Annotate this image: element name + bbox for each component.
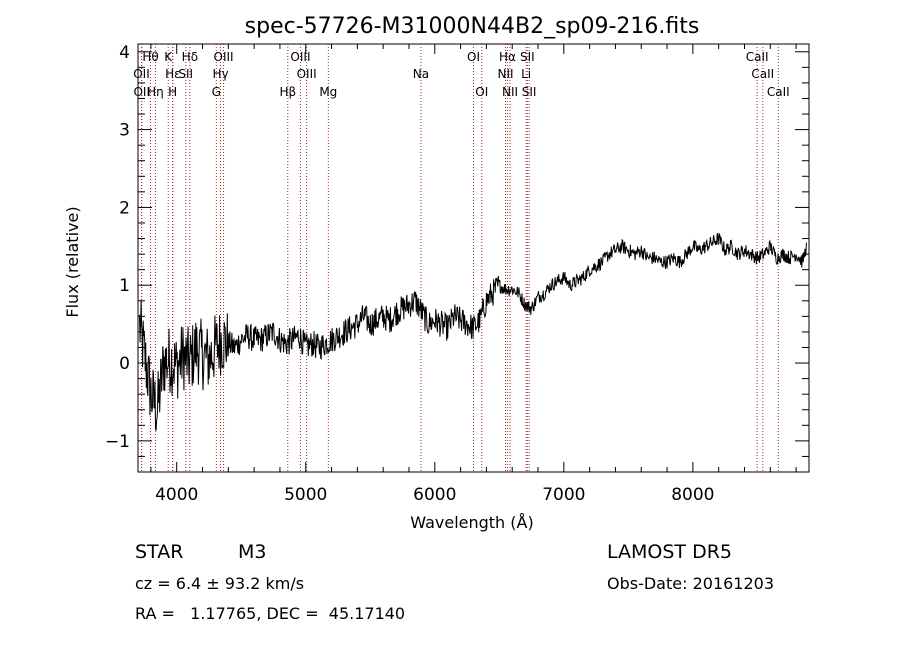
object-subclass: M3 [238,541,267,563]
spectral-line-label: Hγ [213,67,229,81]
spectral-line-label: Hη [147,85,164,99]
spectral-line-label: Mg [319,85,337,99]
redshift-cz: cz = 6.4 ± 93.2 km/s [135,574,305,593]
y-tick-label: 4 [119,43,130,63]
spectral-line-label: H [168,85,177,99]
spectral-line-label: SII [522,85,537,99]
spectral-line-label: CaII [751,67,774,81]
spectral-line-label: Hδ [182,50,198,64]
spectral-line-label: OII [133,67,150,81]
spectral-line-label: Li [521,67,531,81]
spectral-line-label: SII [520,50,535,64]
y-tick-label: 1 [119,276,130,296]
x-tick-label: 7000 [542,485,585,505]
observation-date: Obs-Date: 20161203 [607,574,775,593]
spectral-line-label: NII [502,85,518,99]
spectral-line-label: OIII [214,50,234,64]
spectral-line-label: G [212,85,221,99]
y-axis-label: Flux (relative) [63,206,82,317]
spectral-line-label: OIII [290,50,310,64]
x-tick-label: 4000 [155,485,198,505]
spectral-line-label: CaII [746,50,769,64]
spectral-line-label: Na [413,67,429,81]
y-tick-label: 2 [119,198,130,218]
x-tick-label: 6000 [413,485,456,505]
spectral-line-label: K [164,50,173,64]
x-axis-ticks: 4000 5000 6000 7000 8000 [150,44,797,505]
x-tick-label: 5000 [284,485,327,505]
spectral-line-label: SII [178,67,193,81]
spectral-line-label: OII [133,85,150,99]
spectral-line-label: NII [497,67,513,81]
spectral-line-label: Hε [165,67,181,81]
spectral-line-label: CaII [767,85,790,99]
y-tick-label: 0 [119,354,130,374]
chart-title: spec-57726-M31000N44B2_sp09-216.fits [245,14,700,39]
spectral-line-label: Hβ [279,85,296,99]
spectral-line-label: OI [475,85,488,99]
x-axis-label: Wavelength (Å) [410,513,533,532]
x-tick-label: 8000 [671,485,714,505]
spectral-line-label: OI [467,50,480,64]
y-tick-label: 3 [119,121,130,141]
survey-name: LAMOST DR5 [607,541,732,563]
spectral-line-label: Hθ [142,50,158,64]
spectral-line-markers [140,44,779,472]
spectrum-line [139,232,807,431]
spectral-line-label: Hα [499,50,516,64]
spectral-line-label: OIII [297,67,317,81]
ra-dec: RA = 1.17765, DEC = 45.17140 [135,604,406,623]
y-tick-label: −1 [105,432,130,452]
object-class: STAR [135,541,184,563]
